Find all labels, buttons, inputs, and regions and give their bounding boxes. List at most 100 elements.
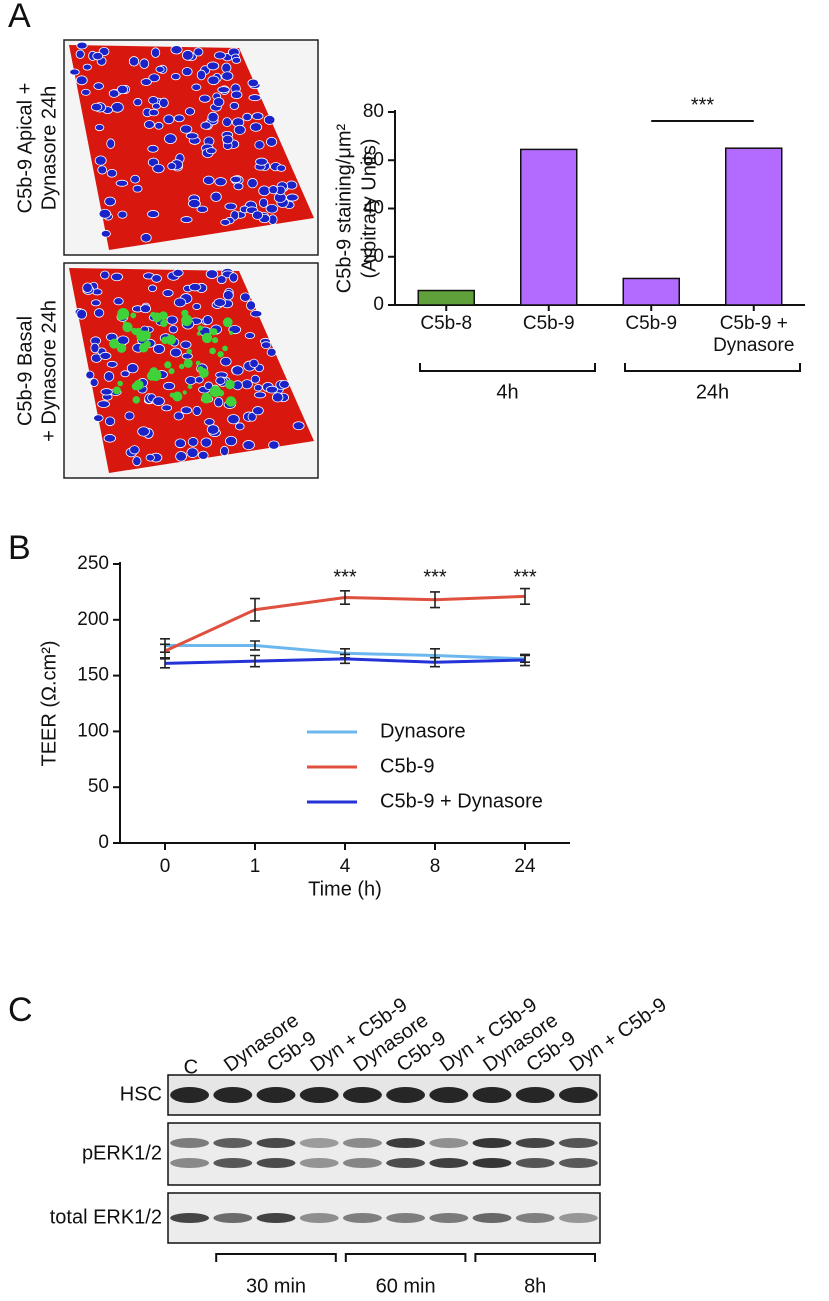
nucleus [242, 440, 255, 451]
nucleus [235, 422, 245, 431]
nucleus [231, 365, 244, 376]
nucleus [186, 447, 199, 458]
stain [222, 317, 233, 328]
image-label: C5b-9 Apical + [14, 83, 36, 214]
y-tick-label: 200 [77, 609, 109, 630]
cells [74, 268, 305, 467]
nucleus [213, 97, 225, 107]
nucleus [216, 275, 227, 284]
blot-band [386, 1213, 426, 1223]
nucleus [192, 405, 202, 416]
nucleus [204, 381, 214, 391]
nucleus [276, 164, 286, 172]
nucleus [188, 198, 201, 209]
nucleus [155, 65, 165, 73]
blot-band [299, 1213, 339, 1223]
nucleus [93, 414, 104, 422]
x-tick-label: 4 [340, 856, 351, 877]
stain [146, 371, 157, 381]
group-label: 30 min [246, 1275, 306, 1297]
blot-band [515, 1138, 555, 1148]
stain [116, 343, 127, 353]
group-bracket [419, 363, 596, 372]
image-label: Dynasore 24h [38, 86, 60, 211]
annotation: *** [423, 566, 447, 588]
nucleus [207, 111, 219, 123]
lane-label: C [184, 1056, 198, 1078]
nucleus [147, 144, 159, 153]
nucleus [227, 414, 240, 425]
legend-label: Dynasore [380, 720, 466, 742]
nucleus [254, 391, 267, 399]
nucleus [210, 191, 222, 202]
stain [222, 345, 228, 352]
error-bar [520, 653, 530, 667]
nucleus [108, 89, 120, 98]
nucleus [137, 426, 150, 437]
x-tick-label-box: C5b-8 [420, 313, 472, 334]
nucleus [220, 356, 232, 367]
nucleus [224, 202, 237, 211]
nucleus [185, 132, 199, 140]
blot-band [429, 1213, 469, 1223]
nucleus [206, 147, 217, 155]
stain [141, 330, 151, 340]
nucleus [97, 400, 110, 408]
nucleus [263, 114, 276, 125]
nucleus [196, 69, 207, 81]
nucleus [162, 381, 176, 391]
x-tick-label-box: C5b-9 [523, 313, 575, 334]
nucleus [258, 197, 269, 208]
nucleus [286, 193, 299, 202]
x-tick-label: C5b-9 + Dynasore [713, 313, 795, 356]
nucleus [168, 325, 178, 334]
nucleus [220, 218, 231, 226]
panel-label: A [8, 0, 31, 35]
nucleus [187, 437, 199, 447]
error-bar [340, 653, 350, 665]
nucleus [233, 182, 244, 191]
group-bracket [344, 1253, 467, 1262]
nucleus [147, 210, 160, 219]
stain [109, 338, 120, 349]
nucleus [93, 308, 105, 318]
blot-band [342, 1158, 382, 1168]
y-tick-label: 20 [363, 246, 384, 267]
nucleus [91, 299, 101, 307]
nucleus [148, 73, 160, 83]
blot-band [429, 1138, 469, 1148]
nucleus [69, 68, 80, 76]
stain [210, 328, 218, 336]
nucleus [166, 315, 178, 325]
nucleus [174, 438, 187, 449]
nucleus [271, 392, 284, 403]
nucleus [104, 416, 116, 427]
stain [122, 322, 133, 333]
nucleus [253, 384, 263, 392]
nucleus [100, 270, 110, 280]
blot-row-label: total ERK1/2 [50, 1206, 162, 1228]
nucleus [251, 210, 264, 220]
nucleus [200, 437, 212, 448]
nucleus [180, 406, 193, 415]
blot-band [429, 1158, 469, 1168]
legend-label: C5b-9 + Dynasore [380, 790, 543, 812]
nucleus [230, 210, 240, 221]
nucleus [120, 370, 130, 378]
blot-band [170, 1213, 210, 1223]
blot-band [256, 1087, 296, 1103]
nucleus [126, 363, 139, 374]
nucleus [170, 45, 183, 55]
lane-label: Dyn + C5b-9 [566, 994, 671, 1077]
nucleus [233, 124, 246, 135]
blot-band [342, 1138, 382, 1148]
nucleus [179, 124, 193, 134]
nucleus [219, 445, 230, 457]
legend-label: C5b-9 [380, 755, 434, 777]
stain [117, 380, 123, 387]
x-tick-label-box: C5b-9 + Dynasore [713, 313, 795, 356]
y-tick-label: 0 [98, 832, 109, 853]
stain [160, 319, 168, 328]
nucleus [181, 352, 193, 360]
error-bar [160, 643, 170, 659]
